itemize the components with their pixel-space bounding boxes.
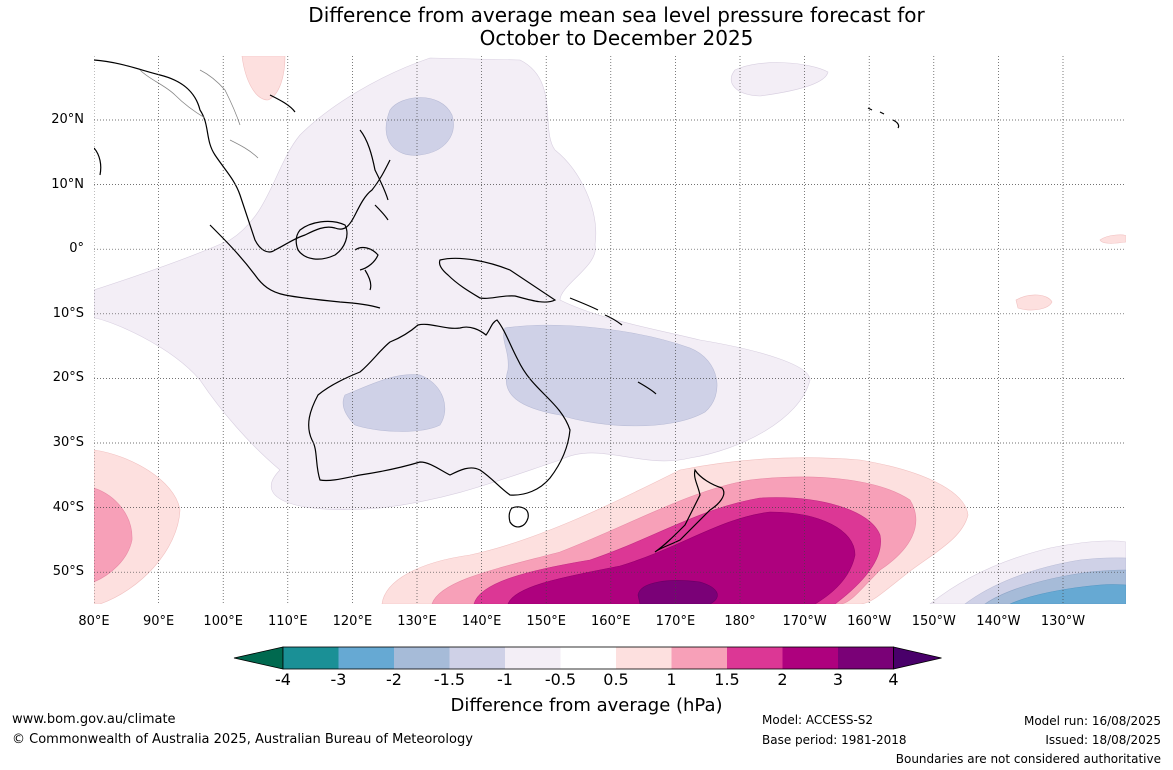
region-philippine-sea-negative xyxy=(385,97,454,156)
tasmania-coastline xyxy=(508,506,529,528)
sumatra-java-coastline xyxy=(209,224,381,309)
colorbar-segment xyxy=(394,647,450,669)
footer-base-period: Base period: 1981-2018 xyxy=(762,733,907,747)
colorbar-tick-label: 0.5 xyxy=(603,670,629,689)
longitude-label: 170°W xyxy=(782,614,827,629)
longitude-label: 150°W xyxy=(911,614,956,629)
longitude-label: 140°E xyxy=(461,614,502,629)
colorbar-segment xyxy=(505,647,561,669)
title-line-2: October to December 2025 xyxy=(479,26,754,50)
title-line-1: Difference from average mean sea level p… xyxy=(308,3,925,27)
region-northeast-weak-negative xyxy=(730,62,829,97)
hawaii-coastline xyxy=(867,107,900,129)
footer-model: Model: ACCESS-S2 xyxy=(762,713,874,727)
colorbar-segment xyxy=(782,647,839,669)
longitude-label: 130°W xyxy=(1040,614,1086,629)
coastlines xyxy=(94,59,900,553)
chart-title: Difference from average mean sea level p… xyxy=(0,4,1173,50)
gridlines xyxy=(94,56,1126,604)
country-borders xyxy=(139,69,259,159)
colorbar-tick-label: -3 xyxy=(330,670,347,689)
new-zealand-coastline xyxy=(654,468,725,553)
colorbar-segment xyxy=(338,647,395,669)
longitude-label: 160°E xyxy=(591,614,631,629)
new-caledonia-coastline xyxy=(637,381,657,395)
region-se-pacific-negative-2 xyxy=(1009,584,1126,604)
region-equator-positive-0.5 xyxy=(1099,234,1126,244)
footer-disclaimer: Boundaries are not considered authoritat… xyxy=(895,752,1161,766)
colorbar-over-arrow xyxy=(893,646,942,670)
footer-copyright: © Commonwealth of Australia 2025, Austra… xyxy=(12,732,473,747)
longitude-label: 130°E xyxy=(397,614,437,629)
footer-model-run: Model run: 16/08/2025 xyxy=(1023,714,1161,728)
longitude-label: 150°E xyxy=(526,614,566,629)
longitude-label: 90°E xyxy=(142,614,175,629)
latitude-label: 40°S xyxy=(52,499,84,515)
longitude-label: 120°E xyxy=(332,614,373,629)
colorbar-tick-label: -1 xyxy=(497,670,513,689)
new-guinea-coastline xyxy=(438,257,557,303)
colorbar-tick-label: 1 xyxy=(666,670,677,689)
colorbar-segment xyxy=(727,647,783,669)
sulawesi-coastline xyxy=(354,246,379,291)
colorbar-tick-label: 1.5 xyxy=(714,670,740,689)
colorbar-title: Difference from average (hPa) xyxy=(450,695,723,716)
region-coral-sea-negative xyxy=(503,324,718,427)
solomon-coastline xyxy=(569,297,623,326)
region-west-positive-1 xyxy=(94,487,133,583)
philippines-coastline xyxy=(359,129,389,221)
colorbar-segment xyxy=(671,647,728,669)
region-inland-australia-negative xyxy=(342,374,446,432)
map-area xyxy=(94,56,1126,604)
colorbar-segment xyxy=(449,647,506,669)
colorbar-tick-label: 4 xyxy=(888,670,899,689)
region-central-positive-0.5 xyxy=(1015,294,1053,311)
colorbar-segment xyxy=(616,647,672,669)
longitude-label: 140°W xyxy=(976,614,1021,629)
colorbar-tick-label: 2 xyxy=(777,670,788,689)
longitude-label: 160°W xyxy=(847,614,892,629)
colorbar-tick-label: -0.5 xyxy=(544,670,577,689)
latitude-label: 50°S xyxy=(52,564,84,580)
asia-coastline xyxy=(94,59,391,253)
latitude-label: 10°N xyxy=(51,176,84,192)
latitude-label: 20°N xyxy=(51,112,84,127)
colorbar xyxy=(233,646,942,670)
latitude-label: 10°S xyxy=(52,305,84,321)
colorbar-frame xyxy=(282,646,894,670)
colorbar-segment xyxy=(838,647,894,669)
longitude-label: 170°E xyxy=(655,614,696,629)
footer-url: www.bom.gov.au/climate xyxy=(12,712,176,727)
region-positive-3 xyxy=(637,580,718,604)
colorbar-tick-label: -4 xyxy=(275,670,291,689)
region-positive-2 xyxy=(507,511,856,604)
colorbar-segment xyxy=(283,647,339,669)
colorbar-tick-label: 3 xyxy=(832,670,844,689)
borneo-coastline xyxy=(295,220,348,260)
colorbar-tick-label: -2 xyxy=(386,670,402,689)
longitude-label: 180° xyxy=(724,614,756,629)
colorbar-segment xyxy=(560,647,617,669)
longitude-label: 110°E xyxy=(268,614,308,629)
latitude-label: 30°S xyxy=(52,435,84,450)
latitude-label: 0° xyxy=(69,241,84,257)
australia-coastline xyxy=(308,319,571,496)
region-north-positive-0.5 xyxy=(241,56,286,101)
footer-issued: Issued: 18/08/2025 xyxy=(1045,733,1161,747)
latitude-label: 20°S xyxy=(52,370,84,386)
longitude-label: 80°E xyxy=(78,614,110,629)
longitude-label: 100°E xyxy=(203,614,243,629)
colorbar-under-arrow xyxy=(233,646,284,670)
colorbar-tick-label: -1.5 xyxy=(433,670,466,689)
